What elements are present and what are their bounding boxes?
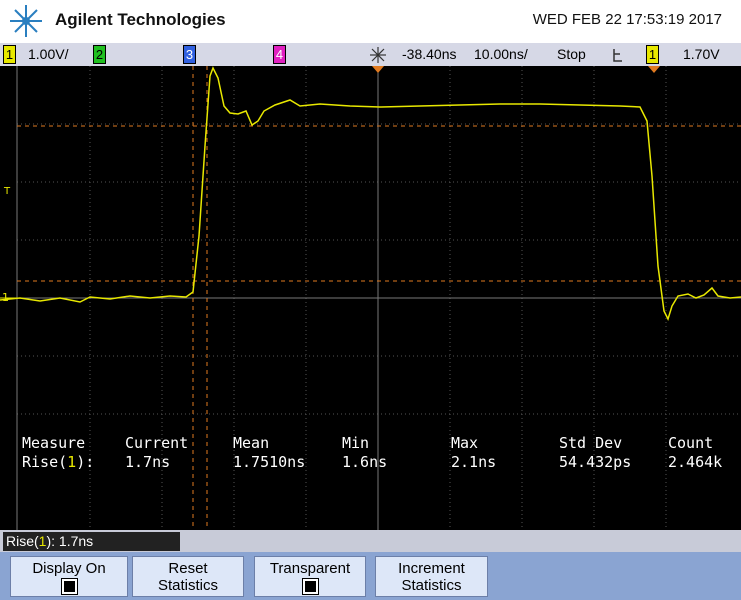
measure-value: 1.7ns xyxy=(125,453,171,471)
delay: -38.40ns xyxy=(402,46,457,62)
value: ): 1.7ns xyxy=(46,533,94,549)
timebase: 10.00ns/ xyxy=(474,46,528,62)
ground-marker: 1 xyxy=(2,291,9,304)
softkey[interactable]: Increment Statistics xyxy=(375,556,488,597)
column-header: Max xyxy=(451,434,479,452)
run-state: Stop xyxy=(557,46,586,62)
trigger-marker: T xyxy=(4,186,11,197)
channel: 1 xyxy=(67,453,77,471)
softkey-label: Statistics xyxy=(401,577,462,594)
column-header: Measure xyxy=(22,434,86,452)
ch2-badge[interactable]: 2 xyxy=(93,45,106,64)
ch1-badge[interactable]: 1 xyxy=(3,45,16,64)
ch4-badge[interactable]: 4 xyxy=(273,45,286,64)
label: Rise( xyxy=(22,453,68,471)
header: Agilent Technologies WED FEB 22 17:53:19… xyxy=(0,0,741,43)
measure-value: 54.432ps xyxy=(559,453,632,471)
column-header: Std Dev xyxy=(559,434,623,452)
trigger-level: 1.70V xyxy=(683,46,720,62)
row-label: Rise(1): xyxy=(22,453,94,471)
softkey[interactable]: Transparent xyxy=(254,556,366,597)
label: Rise( xyxy=(6,533,39,549)
status-bar: 1 1.00V/ 2 3 4 -38.40ns 10.00ns/ Stop 1 … xyxy=(0,43,741,66)
softkey[interactable]: Display On xyxy=(10,556,128,597)
softkey[interactable]: Reset Statistics xyxy=(132,556,244,597)
trigger-source: 1 xyxy=(646,45,659,64)
checkbox xyxy=(301,578,319,595)
column-header: Count xyxy=(668,434,714,452)
ch1-scale: 1.00V/ xyxy=(28,46,69,62)
active-measure: Rise(1): 1.7ns xyxy=(3,532,180,551)
datetime: WED FEB 22 17:53:19 2017 xyxy=(532,11,722,28)
trigger-icon xyxy=(613,49,622,62)
softkey-label: Increment xyxy=(398,560,465,577)
measurement-table: Measure Current Mean Min Max Std Dev Count Ris… xyxy=(0,434,741,474)
ch3-badge[interactable]: 3 xyxy=(183,45,196,64)
column-header: Min xyxy=(342,434,370,452)
measure-value: 1.7510ns xyxy=(233,453,306,471)
measure-value: 1.6ns xyxy=(342,453,388,471)
column-header: Current xyxy=(125,434,189,452)
softkey-label: Statistics xyxy=(157,577,218,594)
softkey-label: Display On xyxy=(32,560,106,577)
graticule xyxy=(0,66,741,530)
acq-icon xyxy=(370,47,386,63)
measure-value: 2.1ns xyxy=(451,453,497,471)
column-header: Mean xyxy=(233,434,270,452)
status-strip xyxy=(0,530,741,552)
softkey-bar: Display On Reset Statistics Transparent Incr… xyxy=(0,552,741,600)
channel: 1 xyxy=(38,533,47,549)
scope-screen: T 1 Measure Current Mean Min Max Std Dev Count… xyxy=(0,66,741,530)
checkbox xyxy=(60,578,78,595)
brand: Agilent Technologies xyxy=(55,10,226,29)
softkey-label: Reset xyxy=(168,560,208,577)
softkey-label: Transparent xyxy=(269,560,351,577)
logo xyxy=(10,5,42,37)
measure-value: 2.464k xyxy=(668,453,723,471)
label: ): xyxy=(76,453,95,471)
